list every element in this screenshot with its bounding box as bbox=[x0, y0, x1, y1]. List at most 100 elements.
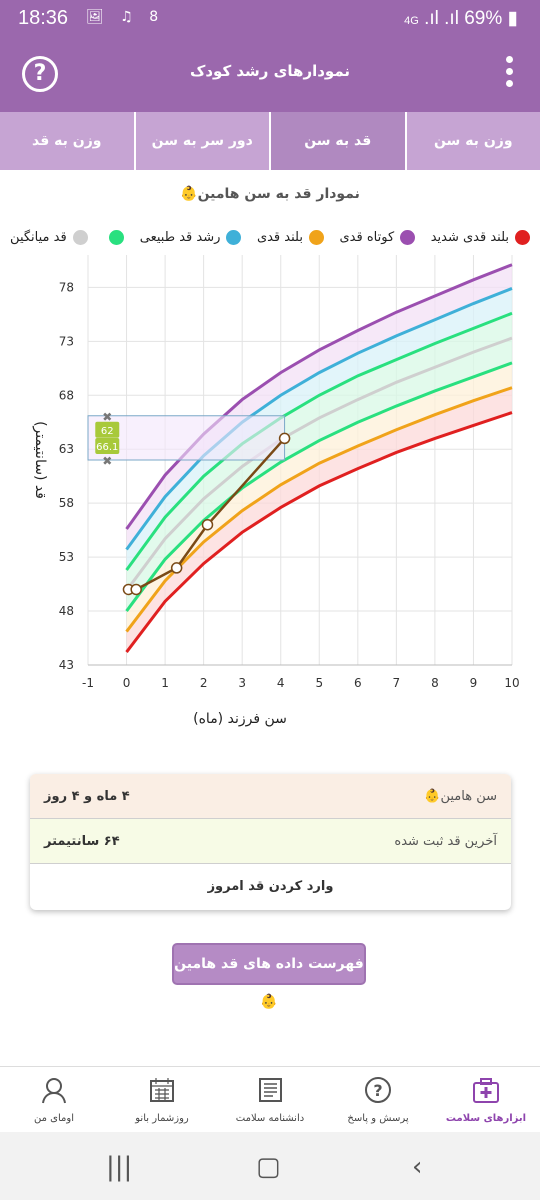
x-tick-label: 10 bbox=[504, 676, 519, 690]
chart-legend: بلند قدی شدید کوتاه قدی بلند قدی رشد قد … bbox=[10, 226, 530, 248]
nav-item-calendar[interactable]: روزشمار بانو bbox=[108, 1067, 216, 1132]
series-line bbox=[125, 361, 513, 612]
legend-item-average[interactable]: قد میانگین bbox=[10, 226, 88, 248]
x-tick-label: 5 bbox=[315, 676, 323, 690]
series-line bbox=[125, 386, 513, 633]
network-label: 4G bbox=[404, 15, 419, 27]
last-height-label: آخرین قد ثبت شده bbox=[394, 833, 497, 849]
child-height-point bbox=[278, 432, 291, 445]
notification-icons: 🖼 ♫ 8 bbox=[86, 9, 165, 25]
x-tick-label: 1 bbox=[161, 676, 169, 690]
tab-weight-for-height[interactable]: وزن به قد bbox=[32, 133, 102, 149]
battery-level: 69% bbox=[464, 8, 503, 29]
series-line bbox=[125, 411, 513, 653]
home-icon[interactable]: ▢ bbox=[256, 1152, 281, 1182]
range-label: 62 bbox=[101, 426, 114, 437]
legend-dot bbox=[226, 229, 242, 245]
tab-weight-for-age[interactable]: وزن به سن bbox=[404, 112, 540, 170]
y-tick-label: 68 bbox=[59, 388, 74, 402]
y-tick-label: 73 bbox=[59, 334, 74, 348]
nav-label: پرسش و پاسخ bbox=[347, 1113, 409, 1124]
tab-height-for-age[interactable]: قد به سن bbox=[269, 112, 405, 170]
status-right: 4G .ıl .ıl 69% ▮ bbox=[404, 7, 518, 30]
x-tick-label: 4 bbox=[277, 676, 285, 690]
child-height-point bbox=[201, 518, 214, 531]
x-tick-label: 3 bbox=[238, 676, 246, 690]
status-time: 18:36 bbox=[18, 7, 69, 29]
height-list-button[interactable]: فهرست داده های قد هامین👶 bbox=[172, 943, 366, 1010]
medical-kit-icon bbox=[473, 1078, 499, 1103]
child-height-point bbox=[130, 583, 142, 596]
x-tick-label: 8 bbox=[431, 676, 439, 690]
tab-head-for-age[interactable]: دور سر به سن bbox=[133, 112, 270, 170]
app-bar: ? نمودارهای رشد کودک bbox=[0, 36, 540, 112]
band-fill bbox=[126, 387, 512, 653]
y-tick-label: 43 bbox=[59, 658, 74, 672]
range-marker: ✖ bbox=[102, 410, 112, 424]
bottom-nav: ابزارهای سلامت ? پرسش و پاسخ دانشنامه سل… bbox=[0, 1066, 540, 1132]
y-axis-label: قد (سانتیمتر) bbox=[32, 421, 48, 499]
last-height-row: آخرین قد ثبت شده ۶۴ سانتیمتر bbox=[30, 819, 511, 864]
newspaper-icon bbox=[259, 1078, 282, 1102]
nav-label: دانشنامه سلامت bbox=[235, 1113, 305, 1124]
band-fill bbox=[126, 362, 512, 632]
status-bar: 18:36 🖼 ♫ 8 4G .ıl .ıl 69% ▮ bbox=[0, 0, 540, 36]
signal-icon: .ıl .ıl bbox=[424, 8, 459, 29]
age-value: ۴ ماه و ۴ روز bbox=[44, 788, 130, 804]
range-label-badge bbox=[95, 421, 120, 438]
nav-label: ابزارهای سلامت bbox=[445, 1113, 527, 1124]
info-card: سن هامین👶 ۴ ماه و ۴ روز آخرین قد ثبت شده… bbox=[30, 774, 511, 910]
x-tick-label: 6 bbox=[354, 676, 362, 690]
legend-dot bbox=[308, 229, 324, 245]
nav-item-qa[interactable]: ? پرسش و پاسخ bbox=[324, 1067, 432, 1132]
age-label: سن هامین👶 bbox=[424, 788, 497, 804]
legend-item-severe-tall[interactable]: بلند قدی شدید bbox=[431, 226, 530, 248]
height-for-age-chart[interactable]: -1 0 1 2 3 4 5 6 7 8 9 104348535863687378✖66.1✖62سن… bbox=[0, 250, 540, 730]
series-line bbox=[125, 336, 513, 592]
legend-dot bbox=[72, 229, 88, 245]
y-tick-label: 63 bbox=[59, 442, 74, 456]
child-height-point bbox=[170, 562, 183, 574]
legend-item-green[interactable] bbox=[103, 226, 125, 248]
y-tick-label: 78 bbox=[59, 280, 74, 294]
x-tick-label: -1 bbox=[82, 676, 94, 690]
legend-item-short[interactable]: کوتاه قدی bbox=[340, 226, 416, 248]
legend-dot bbox=[109, 229, 125, 245]
range-marker: ✖ bbox=[102, 454, 112, 468]
nav-label: روزشمار بانو bbox=[135, 1113, 189, 1124]
more-menu-icon[interactable] bbox=[506, 56, 514, 92]
recent-apps-icon[interactable]: ||| bbox=[106, 1152, 133, 1182]
y-tick-label: 58 bbox=[59, 496, 74, 510]
app-title: نمودارهای رشد کودک bbox=[189, 62, 351, 80]
range-label: 66.1 bbox=[96, 442, 118, 453]
y-tick-label: 48 bbox=[59, 604, 74, 618]
range-label-badge bbox=[95, 438, 120, 454]
svg-text:?: ? bbox=[373, 1081, 382, 1100]
band-fill bbox=[126, 338, 512, 612]
legend-dot bbox=[515, 229, 530, 245]
legend-item-normal[interactable]: رشد قد طبیعی bbox=[140, 226, 242, 248]
band-fill bbox=[126, 288, 512, 571]
nav-item-health-tools[interactable]: ابزارهای سلامت bbox=[432, 1067, 540, 1132]
back-icon[interactable]: ‹ bbox=[412, 1152, 423, 1182]
help-icon[interactable]: ? bbox=[22, 56, 58, 92]
legend-dot bbox=[400, 229, 416, 245]
x-tick-label: 9 bbox=[470, 676, 478, 690]
legend-item-tall[interactable]: بلند قدی bbox=[257, 226, 324, 248]
series-line bbox=[125, 311, 513, 571]
nav-item-profile[interactable]: اومای من bbox=[0, 1067, 108, 1132]
y-tick-label: 53 bbox=[59, 550, 74, 564]
nav-item-encyclopedia[interactable]: دانشنامه سلامت bbox=[216, 1067, 324, 1132]
x-tick-label: 7 bbox=[393, 676, 401, 690]
age-row: سن هامین👶 ۴ ماه و ۴ روز bbox=[30, 774, 511, 819]
nav-label: اومای من bbox=[34, 1113, 74, 1124]
x-tick-label: 0 bbox=[123, 676, 131, 690]
last-height-value: ۶۴ سانتیمتر bbox=[44, 833, 120, 849]
enter-height-button[interactable]: وارد کردن قد امروز bbox=[207, 879, 334, 894]
battery-icon: ▮ bbox=[507, 8, 518, 29]
band-fill bbox=[126, 313, 512, 591]
series-line bbox=[125, 287, 513, 551]
chart-title: نمودار قد به سن هامین👶 bbox=[180, 186, 360, 202]
x-tick-label: 2 bbox=[200, 676, 208, 690]
x-axis-label: سن فرزند (ماه) bbox=[193, 711, 287, 727]
